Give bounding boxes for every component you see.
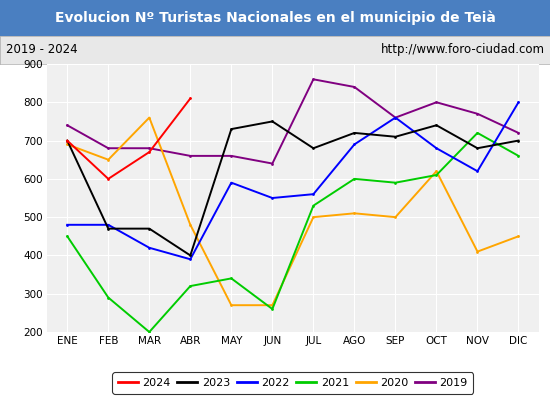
Legend: 2024, 2023, 2022, 2021, 2020, 2019: 2024, 2023, 2022, 2021, 2020, 2019 bbox=[112, 372, 474, 394]
Text: 2019 - 2024: 2019 - 2024 bbox=[6, 44, 77, 56]
Text: Evolucion Nº Turistas Nacionales en el municipio de Teià: Evolucion Nº Turistas Nacionales en el m… bbox=[54, 11, 496, 25]
Text: http://www.foro-ciudad.com: http://www.foro-ciudad.com bbox=[381, 44, 544, 56]
